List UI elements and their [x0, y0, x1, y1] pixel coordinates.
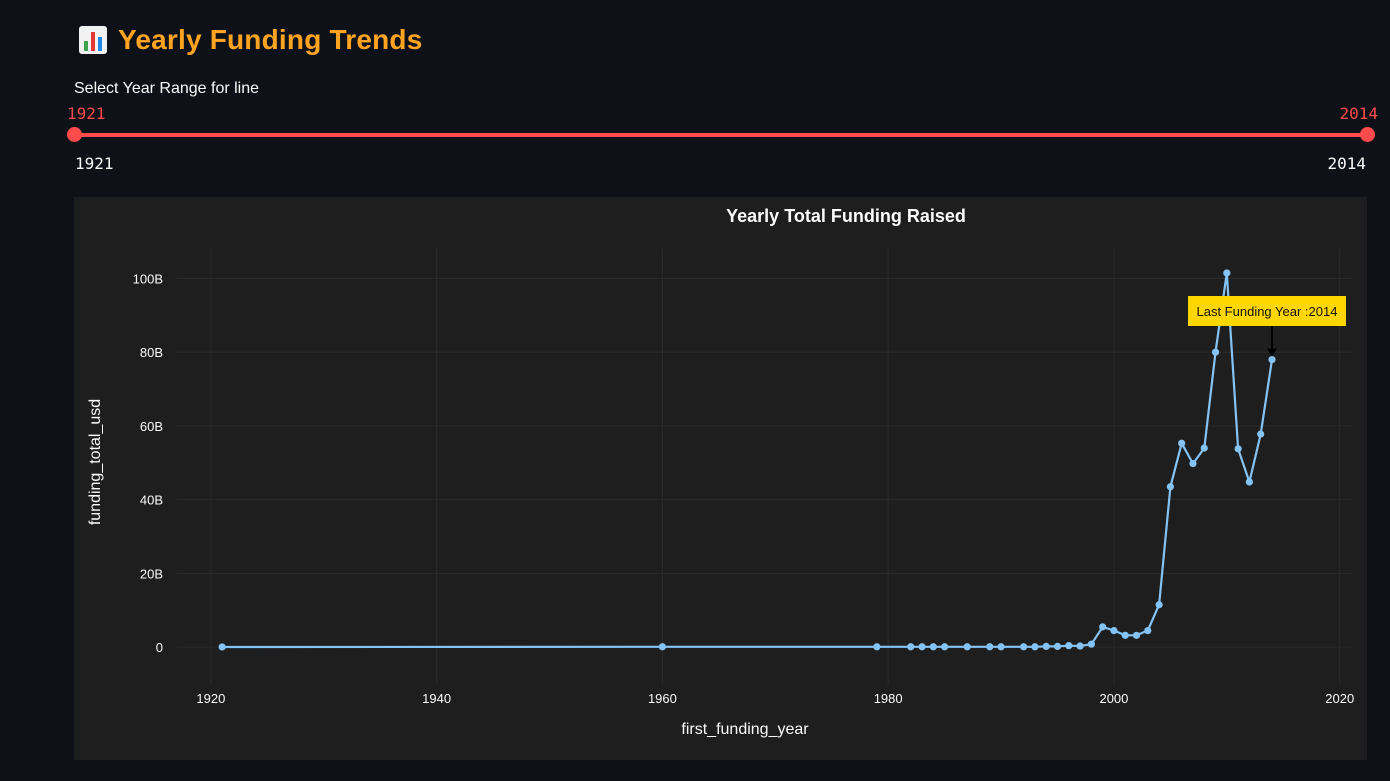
data-point[interactable] — [1076, 642, 1084, 650]
slider-range-min-label: 1921 — [75, 154, 114, 173]
chart-title: Yearly Total Funding Raised — [726, 206, 966, 226]
data-point[interactable] — [941, 643, 949, 651]
x-axis-label: first_funding_year — [681, 721, 809, 738]
annotation-text: Last Funding Year :2014 — [1197, 304, 1338, 319]
page-header: Yearly Funding Trends — [78, 20, 423, 60]
y-tick-label: 60B — [140, 419, 163, 434]
bar-chart-emoji-icon — [79, 26, 107, 54]
year-range-slider-min-thumb[interactable] — [67, 127, 82, 142]
x-tick-label: 1920 — [196, 691, 225, 706]
data-point[interactable] — [929, 643, 937, 651]
annotation-arrowhead — [1266, 348, 1277, 357]
data-point[interactable] — [1121, 631, 1129, 639]
x-tick-label: 1940 — [422, 691, 451, 706]
page-title: Yearly Funding Trends — [118, 24, 423, 55]
data-point[interactable] — [1155, 601, 1163, 609]
data-point[interactable] — [1211, 348, 1220, 356]
data-point[interactable] — [1065, 642, 1073, 650]
x-tick-label: 2000 — [1099, 691, 1128, 706]
y-tick-label: 0 — [156, 640, 163, 655]
data-point[interactable] — [986, 643, 994, 651]
data-point[interactable] — [918, 643, 926, 651]
x-tick-label: 1980 — [874, 691, 903, 706]
data-point[interactable] — [1053, 642, 1062, 650]
x-tick-label: 2020 — [1325, 691, 1354, 706]
data-point[interactable] — [1200, 444, 1208, 452]
data-point[interactable] — [1189, 459, 1197, 468]
data-point[interactable] — [907, 643, 915, 651]
year-range-slider-max-thumb[interactable] — [1360, 127, 1375, 142]
slider-range-max-label: 2014 — [1327, 154, 1366, 173]
chart-axes: 1920 1940 1960 1980 2000 2020 0 20B 40B 60B 80B 100… — [133, 271, 1355, 706]
data-point[interactable] — [1268, 355, 1276, 364]
data-point[interactable] — [1031, 643, 1039, 651]
slider-selected-max-value: 2014 — [1339, 104, 1378, 123]
data-point[interactable] — [218, 643, 226, 651]
year-range-slider-label: Select Year Range for line — [74, 80, 260, 97]
slider-selected-min-value: 1921 — [67, 104, 106, 123]
y-axis-label: funding_total_usd — [87, 399, 104, 525]
data-point[interactable] — [1042, 642, 1050, 650]
funding-line-chart[interactable]: 1920 1940 1960 1980 2000 2020 0 20B 40B 60B 80B 100… — [74, 197, 1367, 760]
data-point[interactable] — [1178, 439, 1186, 447]
data-point[interactable] — [1245, 478, 1254, 486]
data-point[interactable] — [1099, 623, 1107, 631]
data-point[interactable] — [1087, 640, 1095, 648]
chart-panel[interactable]: 1920 1940 1960 1980 2000 2020 0 20B 40B 60B 80B 100… — [74, 197, 1367, 760]
data-point[interactable] — [963, 643, 971, 651]
y-tick-label: 100B — [133, 271, 163, 286]
chart-annotation-layer: Last Funding Year :2014 — [1187, 296, 1346, 357]
data-point[interactable] — [658, 643, 667, 651]
data-point[interactable] — [873, 643, 881, 651]
series-line — [222, 271, 1274, 649]
y-tick-label: 80B — [140, 345, 163, 360]
data-point[interactable] — [1234, 445, 1242, 453]
chart-gridlines — [177, 249, 1351, 684]
data-point[interactable] — [1166, 483, 1174, 491]
data-point[interactable] — [1257, 430, 1265, 438]
data-point[interactable] — [1020, 643, 1028, 651]
annotation-box — [1187, 296, 1346, 326]
chart-series[interactable] — [218, 269, 1276, 651]
data-point[interactable] — [1223, 269, 1231, 277]
data-point[interactable] — [1110, 626, 1118, 635]
data-point[interactable] — [997, 643, 1005, 651]
y-tick-label: 40B — [140, 493, 163, 508]
x-tick-label: 1960 — [648, 691, 677, 706]
data-point[interactable] — [1132, 631, 1141, 639]
data-point[interactable] — [1144, 626, 1152, 635]
y-tick-label: 20B — [140, 566, 163, 581]
year-range-slider-track[interactable] — [74, 133, 1367, 137]
